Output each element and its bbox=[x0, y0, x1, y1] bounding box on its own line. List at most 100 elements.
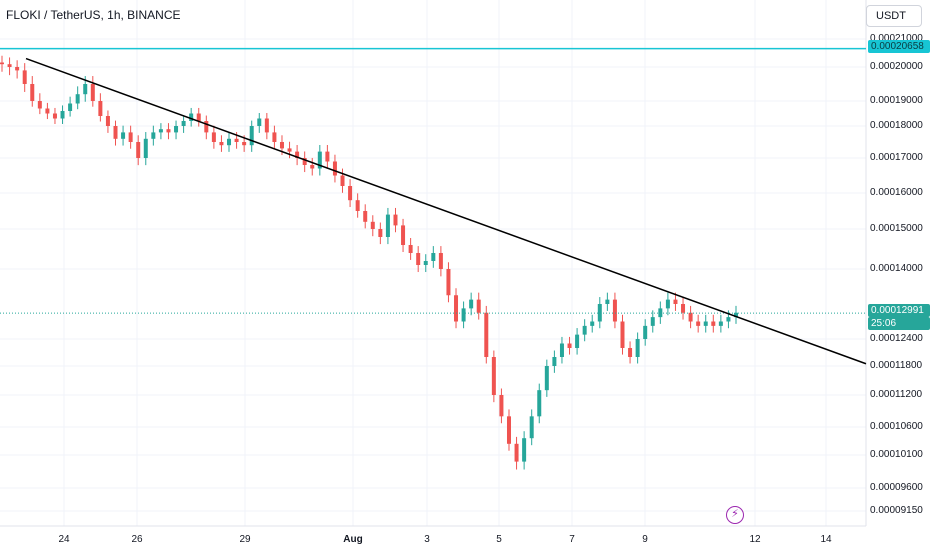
candle-body bbox=[30, 84, 35, 101]
candle bbox=[98, 93, 103, 122]
candle bbox=[612, 292, 617, 329]
candle-body bbox=[522, 438, 527, 462]
candle-body bbox=[635, 339, 640, 357]
candle-body bbox=[279, 142, 284, 149]
candle bbox=[310, 157, 315, 176]
candle-body bbox=[128, 132, 133, 142]
candle-body bbox=[650, 317, 655, 326]
candle bbox=[37, 93, 42, 115]
candle-body bbox=[158, 129, 163, 133]
candle-body bbox=[438, 253, 443, 269]
candle-body bbox=[234, 138, 239, 142]
candle-body bbox=[272, 132, 277, 142]
candle bbox=[696, 314, 701, 333]
symbol-title[interactable]: FLOKI / TetherUS, 1h, BINANCE bbox=[6, 8, 181, 22]
candle bbox=[287, 141, 292, 159]
candle-body bbox=[90, 84, 95, 101]
candle bbox=[128, 125, 133, 149]
candle bbox=[325, 144, 330, 169]
candle bbox=[30, 76, 35, 107]
candle bbox=[628, 341, 633, 364]
candle bbox=[340, 168, 345, 193]
currency-button[interactable]: USDT bbox=[866, 5, 922, 27]
candle bbox=[446, 262, 451, 303]
candle-body bbox=[189, 113, 194, 121]
horizontal-line-price-badge: 0.00020658 bbox=[868, 40, 930, 53]
candle-body bbox=[249, 126, 254, 146]
candle-body bbox=[370, 221, 375, 229]
candle-body bbox=[423, 261, 428, 265]
candle bbox=[196, 107, 201, 127]
countdown-badge: 25:06 bbox=[868, 317, 930, 330]
candle bbox=[567, 336, 572, 355]
candle-body bbox=[582, 325, 587, 335]
candle bbox=[506, 409, 511, 451]
candle bbox=[211, 125, 216, 149]
candle-body bbox=[514, 443, 519, 462]
time-tick-label: 3 bbox=[424, 534, 430, 545]
price-tick-label: 0.00011200 bbox=[870, 389, 923, 400]
trendline bbox=[25, 57, 867, 365]
candle bbox=[703, 314, 708, 333]
candle-body bbox=[15, 67, 20, 71]
candle-body bbox=[257, 118, 262, 126]
candle-body bbox=[597, 304, 602, 322]
candle-body bbox=[22, 70, 27, 84]
candle bbox=[249, 120, 254, 152]
candle-body bbox=[348, 186, 353, 201]
price-tick-label: 0.00015000 bbox=[870, 223, 923, 234]
price-tick-label: 0.00021000 bbox=[870, 33, 923, 44]
candle bbox=[189, 107, 194, 127]
candle-body bbox=[590, 321, 595, 326]
candle-body bbox=[75, 94, 80, 104]
candle-body bbox=[166, 129, 171, 133]
candle bbox=[317, 144, 322, 176]
candle bbox=[121, 125, 126, 146]
candle-body bbox=[287, 148, 292, 152]
candle-body bbox=[718, 321, 723, 326]
candle bbox=[537, 383, 542, 424]
candle bbox=[158, 123, 163, 140]
candle-body bbox=[454, 295, 459, 322]
overlays-layer bbox=[0, 47, 867, 365]
candle-body bbox=[703, 321, 708, 326]
candle bbox=[597, 297, 602, 329]
candle-body bbox=[711, 321, 716, 326]
candle bbox=[431, 246, 436, 268]
candle bbox=[461, 301, 466, 329]
price-tick-label: 0.00017000 bbox=[870, 152, 923, 163]
candle bbox=[544, 359, 549, 397]
price-tick-label: 0.00016000 bbox=[870, 187, 923, 198]
candle-body bbox=[60, 111, 65, 119]
candle bbox=[665, 292, 670, 316]
candle-body bbox=[204, 121, 209, 133]
candle bbox=[0, 55, 4, 72]
price-tick-label: 0.00010100 bbox=[870, 449, 923, 460]
candle bbox=[529, 409, 534, 446]
candle-body bbox=[734, 312, 738, 318]
candle bbox=[295, 144, 300, 166]
candle-body bbox=[401, 225, 406, 245]
candle-body bbox=[295, 151, 300, 158]
candle-body bbox=[143, 138, 148, 158]
candle bbox=[590, 314, 595, 333]
candle-body bbox=[529, 416, 534, 439]
candle bbox=[605, 292, 610, 311]
candle-body bbox=[552, 357, 557, 366]
candle-body bbox=[416, 253, 421, 265]
candle-body bbox=[643, 325, 648, 339]
lightning-bolt-icon[interactable]: ⚡ bbox=[726, 506, 744, 524]
candle bbox=[166, 123, 171, 140]
candle-body bbox=[620, 321, 625, 348]
candle-body bbox=[628, 348, 633, 357]
candle bbox=[643, 319, 648, 346]
candle bbox=[688, 305, 693, 329]
candle bbox=[484, 305, 489, 364]
candle-body bbox=[363, 211, 368, 222]
candle bbox=[370, 215, 375, 237]
time-tick-label: 26 bbox=[131, 534, 143, 545]
time-tick-label: 7 bbox=[569, 534, 575, 545]
candle bbox=[7, 57, 12, 76]
candle bbox=[105, 110, 110, 133]
